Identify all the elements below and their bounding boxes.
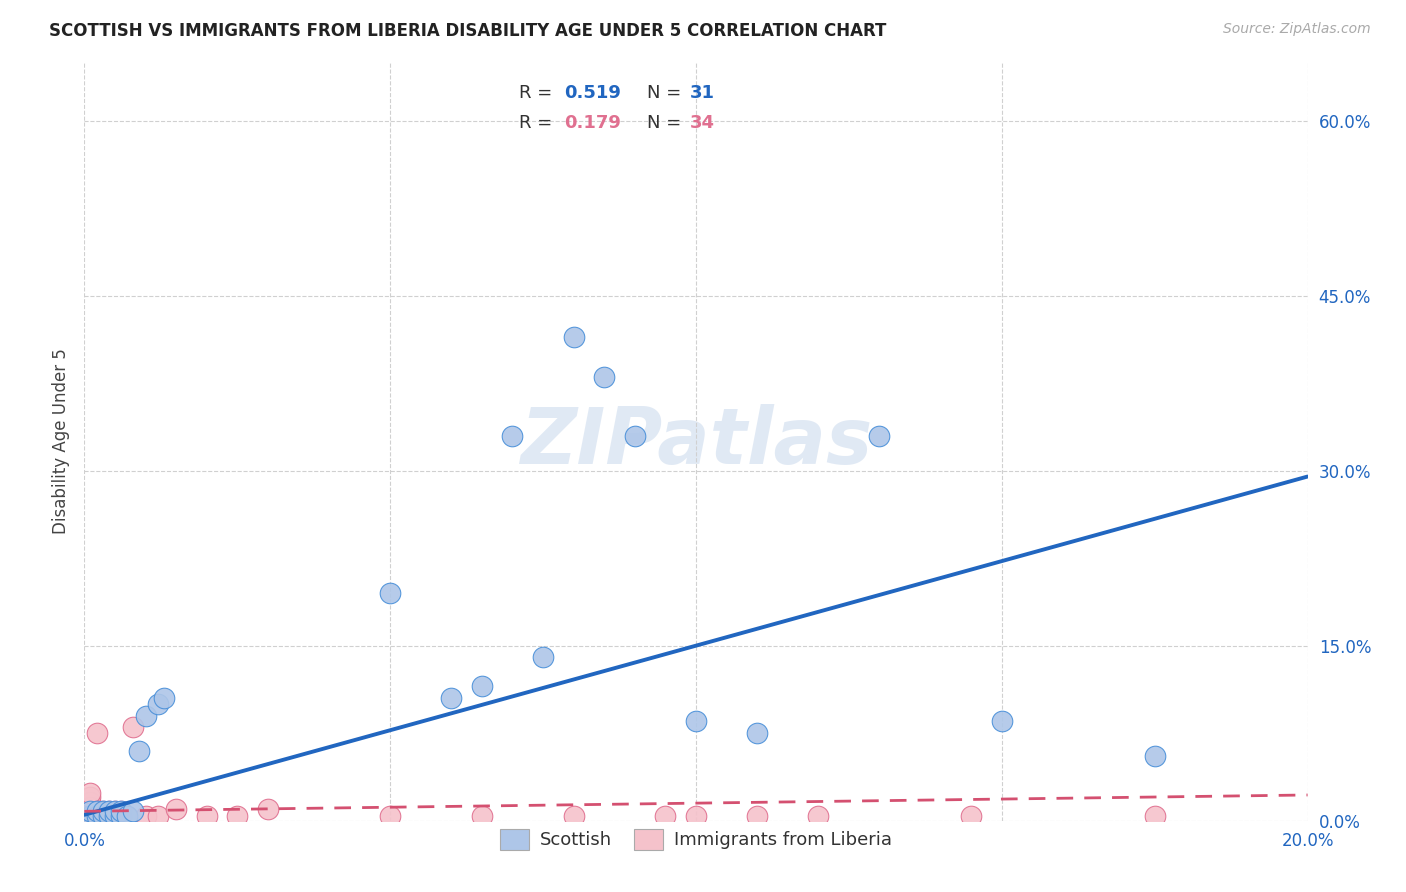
Point	[104, 809, 127, 823]
Y-axis label: Disability Age Under 5: Disability Age Under 5	[52, 349, 70, 534]
Text: 31: 31	[690, 84, 714, 102]
Point	[226, 809, 249, 823]
Text: 0.519: 0.519	[564, 84, 620, 102]
Point	[593, 370, 616, 384]
Text: N =: N =	[647, 114, 688, 132]
Point	[1143, 749, 1166, 764]
Point	[86, 726, 108, 740]
Point	[91, 809, 114, 823]
Point	[654, 809, 676, 823]
Point	[531, 650, 554, 665]
Point	[79, 805, 101, 819]
Point	[91, 805, 114, 819]
Point	[91, 809, 114, 823]
Text: R =: R =	[519, 84, 558, 102]
Text: Source: ZipAtlas.com: Source: ZipAtlas.com	[1223, 22, 1371, 37]
Point	[115, 809, 138, 823]
Point	[146, 697, 169, 711]
Point	[135, 708, 157, 723]
Point	[146, 809, 169, 823]
Point	[960, 809, 983, 823]
Point	[153, 691, 176, 706]
Point	[79, 809, 101, 823]
Point	[104, 809, 127, 823]
Point	[79, 799, 101, 814]
Point	[97, 805, 120, 819]
Point	[86, 805, 108, 819]
Point	[257, 802, 280, 816]
Point	[562, 809, 585, 823]
Point	[86, 805, 108, 819]
Point	[440, 691, 463, 706]
Text: R =: R =	[519, 114, 558, 132]
Point	[502, 428, 524, 442]
Point	[471, 680, 494, 694]
Point	[110, 809, 132, 823]
Point	[624, 428, 647, 442]
Point	[195, 809, 218, 823]
Point	[86, 809, 108, 823]
Point	[562, 329, 585, 343]
Text: SCOTTISH VS IMMIGRANTS FROM LIBERIA DISABILITY AGE UNDER 5 CORRELATION CHART: SCOTTISH VS IMMIGRANTS FROM LIBERIA DISA…	[49, 22, 887, 40]
Point	[110, 805, 132, 819]
Point	[122, 720, 145, 734]
Point	[115, 809, 138, 823]
Point	[110, 809, 132, 823]
Point	[685, 714, 707, 729]
Point	[122, 805, 145, 819]
Point	[380, 809, 402, 823]
Point	[685, 809, 707, 823]
Point	[380, 586, 402, 600]
Legend: Scottish, Immigrants from Liberia: Scottish, Immigrants from Liberia	[494, 822, 898, 857]
Point	[79, 786, 101, 800]
Point	[747, 809, 769, 823]
Text: 34: 34	[690, 114, 714, 132]
Point	[807, 809, 830, 823]
Point	[110, 805, 132, 819]
Point	[747, 726, 769, 740]
Point	[104, 805, 127, 819]
Point	[1143, 809, 1166, 823]
Text: 0.179: 0.179	[564, 114, 620, 132]
Point	[79, 805, 101, 819]
Point	[135, 809, 157, 823]
Point	[79, 790, 101, 805]
Point	[97, 809, 120, 823]
Point	[91, 805, 114, 819]
Point	[991, 714, 1014, 729]
Text: N =: N =	[647, 84, 688, 102]
Point	[79, 809, 101, 823]
Point	[471, 809, 494, 823]
Point	[869, 428, 891, 442]
Point	[97, 805, 120, 819]
Point	[165, 802, 187, 816]
Text: ZIPatlas: ZIPatlas	[520, 403, 872, 480]
Point	[86, 809, 108, 823]
Point	[128, 744, 150, 758]
Point	[79, 795, 101, 809]
Point	[97, 809, 120, 823]
Point	[104, 805, 127, 819]
